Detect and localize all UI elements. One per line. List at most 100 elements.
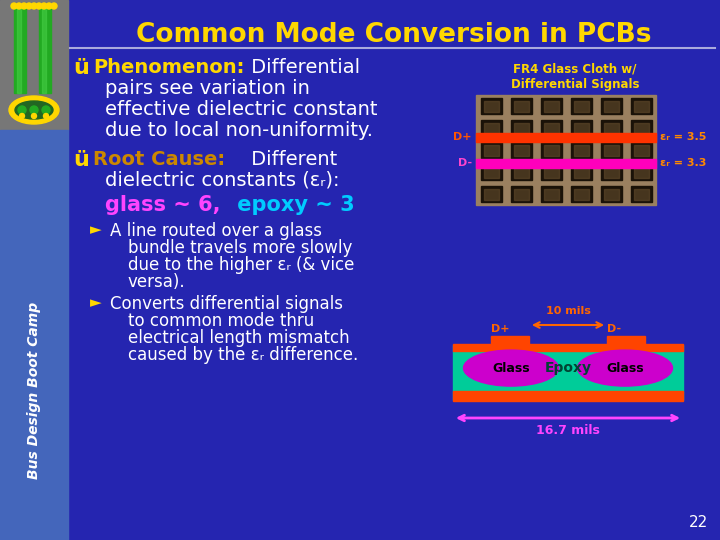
Bar — [513, 166, 528, 178]
Bar — [453, 391, 683, 401]
Bar — [603, 188, 618, 199]
Circle shape — [36, 3, 42, 9]
Bar — [510, 186, 531, 202]
Circle shape — [21, 3, 27, 9]
Text: Common Mode Conversion in PCBs: Common Mode Conversion in PCBs — [136, 22, 652, 48]
Bar — [631, 98, 652, 114]
Bar — [480, 186, 502, 202]
Text: D-: D- — [458, 158, 472, 168]
Circle shape — [31, 3, 37, 9]
Text: 22: 22 — [689, 515, 708, 530]
Bar — [570, 98, 592, 114]
Bar — [0, 0, 68, 130]
Bar — [574, 188, 588, 199]
Ellipse shape — [9, 96, 59, 124]
Text: D+: D+ — [454, 132, 472, 142]
Bar — [634, 166, 649, 178]
Text: Glass: Glass — [492, 362, 530, 375]
Text: 10 mils: 10 mils — [546, 306, 590, 316]
Bar — [631, 120, 652, 136]
Text: dielectric constants (εᵣ):: dielectric constants (εᵣ): — [105, 171, 340, 190]
Text: Root Cause:: Root Cause: — [93, 150, 225, 169]
Bar — [476, 95, 656, 205]
Text: A line routed over a glass: A line routed over a glass — [110, 222, 322, 240]
Text: 16.7 mils: 16.7 mils — [536, 424, 600, 437]
Circle shape — [43, 113, 48, 118]
Bar — [544, 123, 559, 133]
Bar — [541, 186, 562, 202]
Bar — [453, 345, 683, 400]
Bar — [631, 164, 652, 180]
Bar — [570, 143, 592, 158]
Text: εᵣ = 3.3: εᵣ = 3.3 — [660, 158, 706, 168]
Bar — [0, 130, 68, 540]
Text: εᵣ = 3.5: εᵣ = 3.5 — [660, 132, 706, 142]
Text: electrical length mismatch: electrical length mismatch — [128, 329, 350, 347]
Circle shape — [30, 106, 38, 114]
Bar — [600, 98, 621, 114]
Text: Epoxy: Epoxy — [544, 361, 592, 375]
Bar — [574, 123, 588, 133]
Text: pairs see variation in: pairs see variation in — [105, 79, 310, 98]
Bar — [603, 166, 618, 178]
Bar — [544, 188, 559, 199]
Bar — [476, 133, 656, 142]
Text: due to local non-uniformity.: due to local non-uniformity. — [105, 121, 373, 140]
Circle shape — [46, 3, 52, 9]
Bar — [634, 100, 649, 111]
Bar — [513, 123, 528, 133]
Bar — [513, 100, 528, 111]
Bar — [603, 145, 618, 156]
Bar — [570, 120, 592, 136]
Text: Different: Different — [245, 150, 337, 169]
Bar — [510, 164, 531, 180]
Bar — [631, 143, 652, 158]
Bar — [42, 8, 46, 93]
Bar — [476, 159, 656, 168]
Ellipse shape — [464, 350, 559, 386]
Bar — [480, 120, 502, 136]
Bar — [513, 145, 528, 156]
Text: caused by the εᵣ difference.: caused by the εᵣ difference. — [128, 346, 359, 364]
Text: D-: D- — [607, 324, 621, 334]
Bar — [544, 166, 559, 178]
Circle shape — [19, 113, 24, 118]
Ellipse shape — [577, 350, 672, 386]
Bar — [634, 123, 649, 133]
Bar — [510, 98, 531, 114]
Bar — [603, 100, 618, 111]
Text: Phenomenon:: Phenomenon: — [93, 58, 244, 77]
Circle shape — [41, 3, 47, 9]
Bar — [39, 8, 51, 93]
Text: Differential: Differential — [245, 58, 360, 77]
Text: ü: ü — [73, 150, 89, 170]
Text: ü: ü — [73, 58, 89, 78]
Circle shape — [11, 3, 17, 9]
Bar — [600, 186, 621, 202]
Text: versa).: versa). — [128, 273, 186, 291]
Text: FR4 Glass Cloth w/
Differential Signals: FR4 Glass Cloth w/ Differential Signals — [510, 63, 639, 91]
Bar — [541, 98, 562, 114]
Bar — [600, 164, 621, 180]
Bar — [510, 120, 531, 136]
Bar — [570, 164, 592, 180]
Text: due to the higher εᵣ (& vice: due to the higher εᵣ (& vice — [128, 256, 354, 274]
Circle shape — [51, 3, 57, 9]
Bar — [541, 143, 562, 158]
Bar — [484, 166, 498, 178]
Circle shape — [42, 106, 50, 114]
Text: Glass: Glass — [606, 362, 644, 375]
Bar — [541, 164, 562, 180]
Text: epoxy ~ 3: epoxy ~ 3 — [230, 195, 355, 215]
Bar — [484, 145, 498, 156]
Bar — [607, 336, 645, 345]
Text: to common mode thru: to common mode thru — [128, 312, 314, 330]
Bar — [484, 123, 498, 133]
Bar — [510, 143, 531, 158]
Bar — [453, 344, 683, 351]
Circle shape — [26, 3, 32, 9]
Bar — [544, 145, 559, 156]
Bar — [600, 143, 621, 158]
Ellipse shape — [15, 101, 53, 119]
Bar — [603, 123, 618, 133]
